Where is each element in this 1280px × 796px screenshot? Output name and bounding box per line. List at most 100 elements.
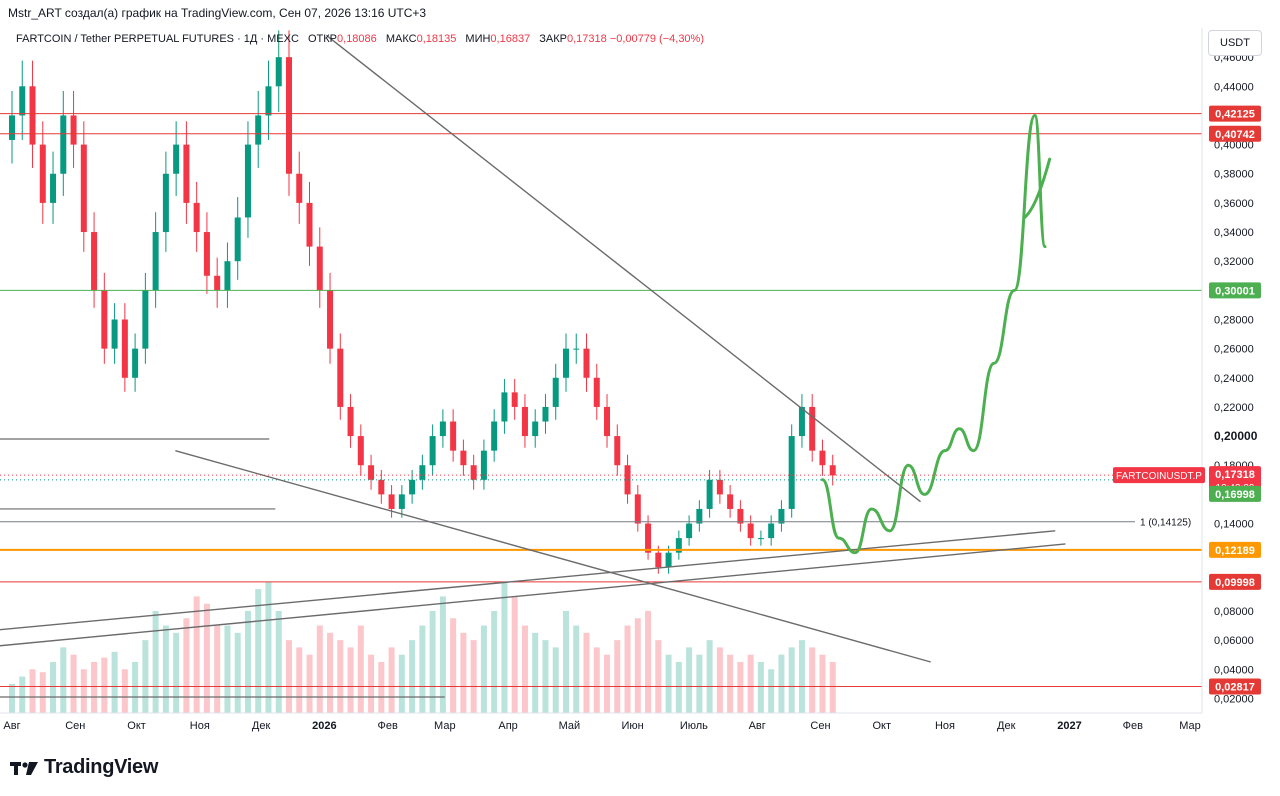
candle-body <box>234 217 241 262</box>
price-axis-tick-label: 0,08000 <box>1214 606 1254 618</box>
legend-high-value: 0,18135 <box>416 33 457 45</box>
legend-change-value: −0,00779 (−4,30%) <box>609 33 704 45</box>
candle-body <box>203 232 210 276</box>
volume-bar <box>132 661 139 713</box>
forecast-layer <box>821 113 1052 555</box>
symbol-name-tag-bg <box>1113 467 1205 484</box>
volume-bar <box>675 661 682 713</box>
volume-bar <box>357 625 364 713</box>
candle-body <box>347 406 354 437</box>
candle-body <box>470 465 477 480</box>
rising-trendline-lower <box>0 543 1066 647</box>
candle-body <box>747 523 754 539</box>
candle-body <box>788 436 795 509</box>
level-price-tag: 0,42125 <box>1215 109 1255 121</box>
volume-bar <box>450 618 457 713</box>
volume-bar <box>152 610 159 713</box>
price-axis-tick-label: 0,34000 <box>1214 227 1254 239</box>
legend-close-value: 0,17318 <box>566 33 607 45</box>
volume-bar <box>214 625 221 713</box>
price-axis[interactable]: 0,020000,040000,060000,080000,100000,120… <box>1214 52 1258 705</box>
candle-body <box>439 421 446 437</box>
open-price-tag-bg <box>1209 485 1261 502</box>
candle-body <box>152 232 159 291</box>
candle-body <box>645 523 652 553</box>
volume-bar <box>480 625 487 713</box>
volume-bar <box>686 647 693 713</box>
volume-bar <box>183 618 190 713</box>
volume-bar <box>706 640 713 713</box>
volume-bar <box>388 647 395 713</box>
time-axis[interactable]: Авг Сен Окт Ноя Дек 2026 Фев Мар Апр Май Июн Июль Ав… <box>3 720 1200 732</box>
volume-bar <box>747 654 754 713</box>
volume-bar <box>491 610 498 713</box>
legend-low-value: 0,16837 <box>490 33 531 45</box>
tradingview-logo-icon <box>10 761 38 775</box>
time-axis-label: Ноя <box>190 720 210 732</box>
volume-bar <box>583 632 590 713</box>
volume-bar <box>347 647 354 713</box>
open-price-tag: 0,16998 <box>1215 489 1255 501</box>
chart-author-note: Mstr_ART создал(а) график на TradingView… <box>8 6 427 20</box>
volume-bar <box>80 669 87 713</box>
level-price-tag: 0,09998 <box>1215 577 1255 589</box>
rising-trendline-upper <box>0 530 1056 631</box>
time-axis-label: 2027 <box>1057 720 1081 732</box>
tradingview-brand: TradingView <box>10 756 158 779</box>
candle-body <box>111 319 118 349</box>
price-axis-tick-label: 0,38000 <box>1214 169 1254 181</box>
candle-body <box>214 275 221 291</box>
candle-body <box>511 392 518 407</box>
time-axis-label: Май <box>559 720 581 732</box>
volume-bar <box>296 647 303 713</box>
volume-bar <box>327 632 334 713</box>
candle-body <box>327 290 334 349</box>
candle-body <box>491 421 498 451</box>
candle-body <box>552 377 559 407</box>
volume-bar <box>624 625 631 713</box>
level-price-tag-bg <box>1209 105 1261 122</box>
volume-bar <box>727 654 734 713</box>
time-axis-label: Июн <box>622 720 644 732</box>
volume-bar <box>439 596 446 713</box>
currency-button[interactable]: USDT <box>1208 30 1262 56</box>
volume-bar <box>593 647 600 713</box>
volume-bar <box>265 581 272 713</box>
current-price-tag: 0,17318 <box>1215 469 1255 481</box>
volume-bar <box>645 610 652 713</box>
legend-symbol[interactable]: FARTCOIN / Tether PERPETUAL FUTURES · 1Д… <box>16 33 299 45</box>
candle-body <box>121 319 128 378</box>
volume-bar <box>665 654 672 713</box>
candle-body <box>275 57 282 87</box>
candle-body <box>460 450 467 466</box>
candle-body <box>142 290 149 349</box>
volume-bar <box>737 661 744 713</box>
candle-body <box>224 261 231 291</box>
volume-bar <box>285 640 292 713</box>
legend-low-label: МИН <box>465 33 491 45</box>
time-axis-label: Фев <box>1123 720 1143 732</box>
candle-body <box>337 348 344 407</box>
time-axis-label: Ноя <box>935 720 955 732</box>
candle-body <box>285 57 292 174</box>
candle-body <box>306 202 313 247</box>
volume-bar <box>173 632 180 713</box>
candle-body <box>604 406 611 437</box>
candle-body <box>829 465 836 476</box>
volume-bar <box>429 610 436 713</box>
candle-body <box>398 494 405 509</box>
volume-bar <box>142 640 149 713</box>
volume-bar <box>111 651 118 713</box>
candle-body <box>757 538 764 540</box>
candle-body <box>819 450 826 466</box>
candle-body <box>614 436 621 466</box>
candle-body <box>162 173 169 233</box>
volume-bar <box>819 654 826 713</box>
candle-body <box>368 465 375 480</box>
candle-body <box>542 406 549 422</box>
volume-bar <box>39 672 46 713</box>
volume-bar <box>757 661 764 713</box>
candle-body <box>429 436 436 466</box>
candle-body <box>696 508 703 524</box>
